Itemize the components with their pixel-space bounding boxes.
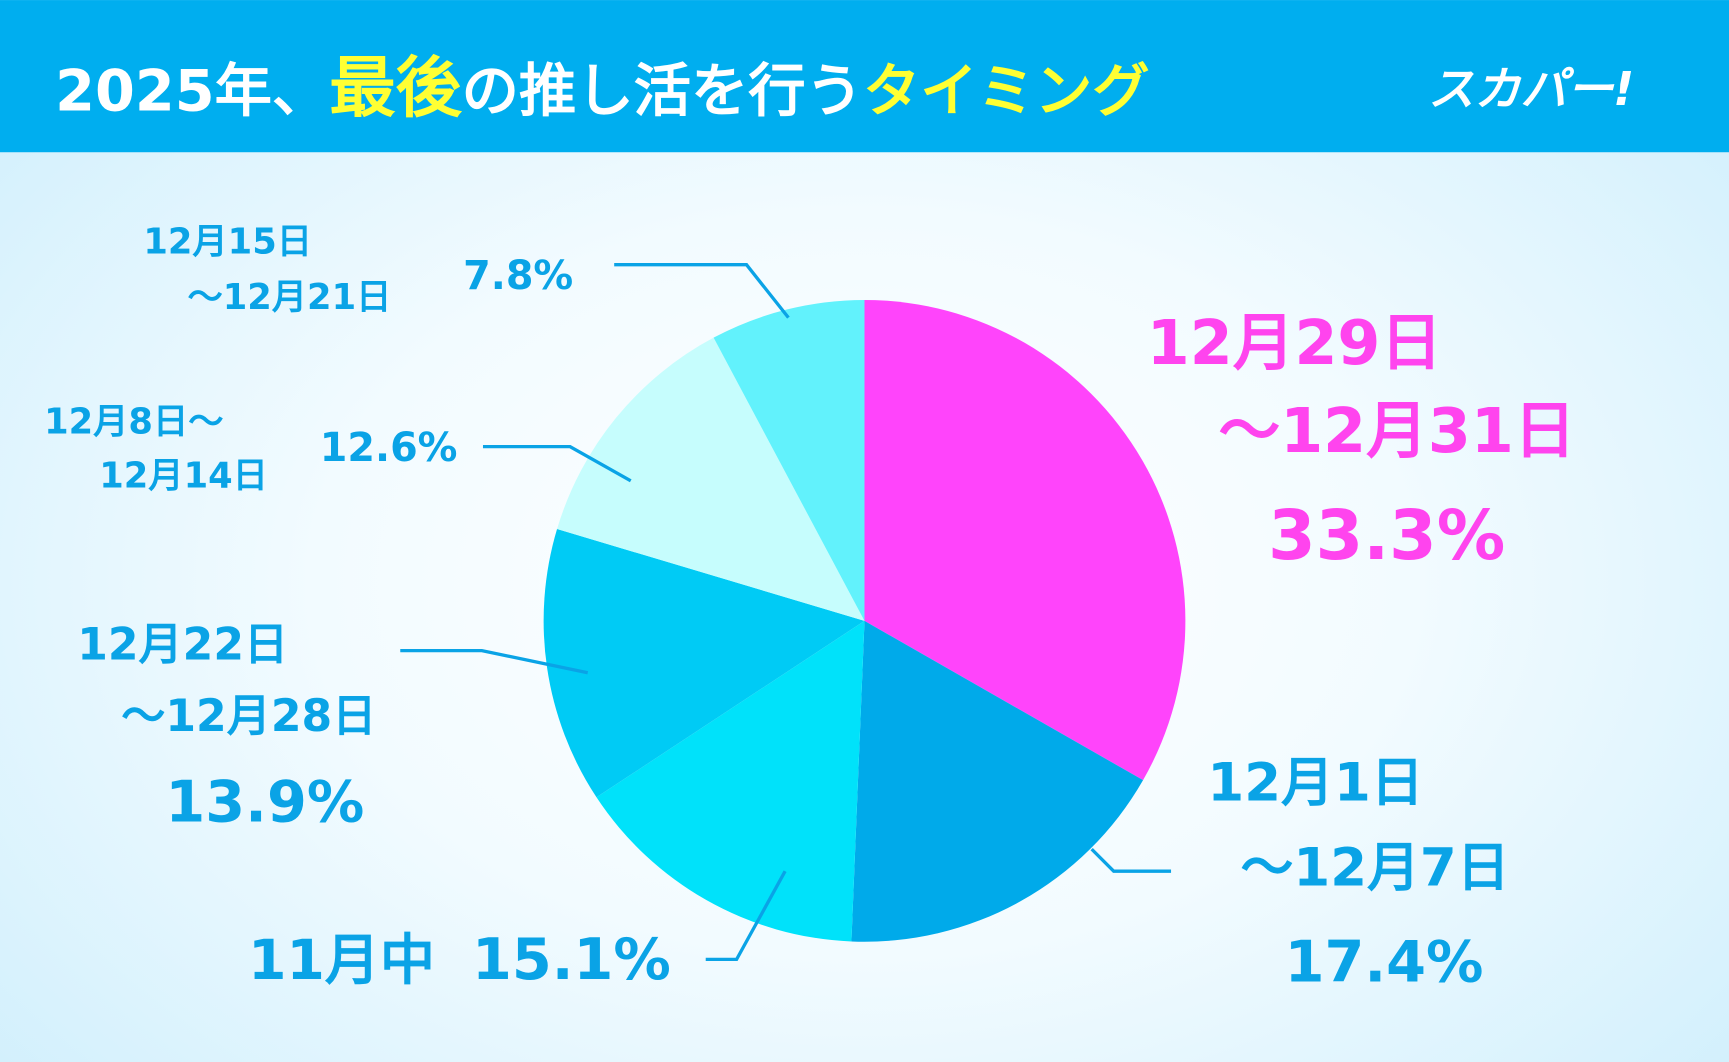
slice-value: 12.6% [320, 425, 458, 471]
title-part: の推し活を行う [462, 57, 863, 124]
slice-label: ～12月31日 [1218, 395, 1575, 467]
slice-label: 12月22日 [77, 619, 288, 670]
pie-slice [557, 337, 865, 621]
pie-slice [543, 529, 865, 798]
title-part: 2025年、 [55, 57, 329, 124]
slice-value: 7.8% [463, 253, 573, 299]
slice-label: ～12月21日 [187, 277, 391, 318]
slice-value: 33.3% [1268, 497, 1505, 576]
leader-line [705, 870, 787, 962]
pie-slice [851, 620, 1144, 942]
pie-chart [543, 299, 1186, 942]
title-highlight: タイミング [863, 57, 1150, 124]
pie-slice [596, 620, 865, 942]
slice-label: 12月15日 [143, 222, 312, 263]
slice-label: 12月1日 [1207, 753, 1423, 814]
leader-line [482, 444, 632, 483]
leader-line [1090, 847, 1172, 873]
page-title: 2025年、最後の推し活を行うタイミング [55, 49, 1150, 126]
brand-logo: スカパー! [1428, 62, 1634, 116]
slice-value: 13.9% [165, 769, 364, 836]
slice-label: ～12月7日 [1241, 838, 1510, 899]
pie-slice [864, 299, 1186, 781]
header-bar [0, 0, 1729, 153]
slice-label: 12月8日～ [44, 401, 223, 442]
slice-value: 17.4% [1285, 928, 1484, 995]
slice-label: 12月14日 [99, 455, 268, 496]
leader-line [614, 263, 790, 319]
title-highlight: 最後 [329, 49, 462, 126]
leader-line [400, 648, 589, 675]
slice-label: 11月中 [248, 929, 435, 993]
slice-value: 15.1% [472, 926, 671, 993]
pie-slice [713, 299, 865, 621]
slice-label: 12月29日 [1147, 307, 1442, 379]
slice-label: ～12月28日 [121, 691, 376, 742]
